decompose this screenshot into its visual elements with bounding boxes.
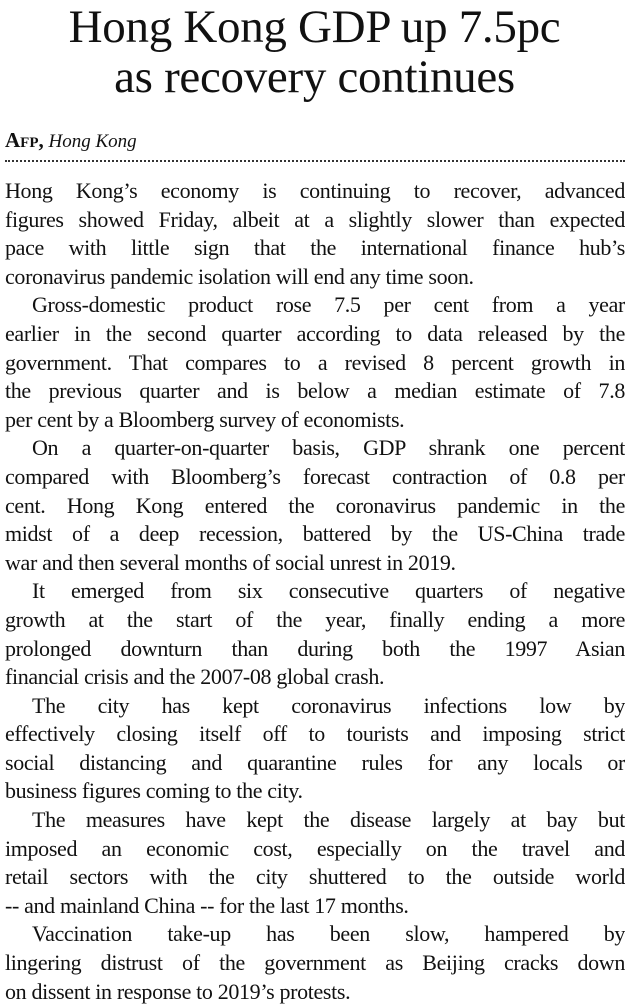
paragraph-line: figures showed Friday, albeit at a sligh… xyxy=(5,206,625,232)
paragraph-line: cent. Hong Kong entered the coronavirus … xyxy=(5,492,625,518)
article-paragraph: Vaccination take-up has been slow, hampe… xyxy=(5,920,625,1006)
paragraph-line: on dissent in response to 2019’s protest… xyxy=(5,978,351,1004)
paragraph-line: Gross-domestic product rose 7.5 per cent… xyxy=(32,292,625,318)
paragraph-line: -- and mainland China -- for the last 17… xyxy=(5,892,409,918)
paragraph-line: Hong Kong’s economy is continuing to rec… xyxy=(5,178,625,203)
paragraph-line: financial crisis and the 2007-08 global … xyxy=(5,664,385,690)
article-paragraph: Hong Kong’s economy is continuing to rec… xyxy=(5,177,625,291)
paragraph-line: On a quarter-on-quarter basis, GDP shran… xyxy=(32,435,625,461)
paragraph-line: prolonged downturn than during both the … xyxy=(5,635,625,661)
paragraph-line: imposed an economic cost, especially on … xyxy=(5,835,625,861)
article-paragraph: The city has kept coronavirus infections… xyxy=(5,692,625,806)
article-paragraph: On a quarter-on-quarter basis, GDP shran… xyxy=(5,434,625,577)
article-body: Hong Kong’s economy is continuing to rec… xyxy=(5,177,625,1006)
paragraph-line: war and then several months of social un… xyxy=(5,549,456,575)
paragraph-line: business figures coming to the city. xyxy=(5,778,303,804)
paragraph-line: compared with Bloomberg’s forecast contr… xyxy=(5,463,625,489)
paragraph-line: government. That compares to a revised 8… xyxy=(5,349,625,375)
paragraph-line: growth at the start of the year, finally… xyxy=(5,606,625,632)
paragraph-line: effectively closing itself off to touris… xyxy=(5,721,625,747)
headline-line: as recovery continues xyxy=(114,51,515,103)
paragraph-line: per cent by a Bloomberg survey of econom… xyxy=(5,406,405,432)
paragraph-line: lingering distrust of the government as … xyxy=(5,950,625,976)
paragraph-line: earlier in the second quarter according … xyxy=(5,320,625,346)
headline: Hong Kong GDP up 7.5pc as recovery conti… xyxy=(0,2,629,102)
paragraph-line: social distancing and quarantine rules f… xyxy=(5,749,625,775)
paragraph-line: the previous quarter and is below a medi… xyxy=(5,378,625,404)
paragraph-line: retail sectors with the city shuttered t… xyxy=(5,864,625,890)
article-paragraph: Gross-domestic product rose 7.5 per cent… xyxy=(5,291,625,434)
byline-agency: Afp, xyxy=(5,128,44,152)
paragraph-line: The city has kept coronavirus infections… xyxy=(32,692,625,718)
article-paragraph: It emerged from six consecutive quarters… xyxy=(5,577,625,691)
article-paragraph: The measures have kept the disease large… xyxy=(5,806,625,920)
byline-location: Hong Kong xyxy=(48,131,137,152)
paragraph-line: coronavirus pandemic isolation will end … xyxy=(5,263,474,289)
paragraph-line: It emerged from six consecutive quarters… xyxy=(32,578,625,604)
paragraph-line: The measures have kept the disease large… xyxy=(32,807,625,833)
paragraph-line: midst of a deep recession, battered by t… xyxy=(5,521,625,547)
headline-line: Hong Kong GDP up 7.5pc xyxy=(68,1,561,53)
paragraph-line: Vaccination take-up has been slow, hampe… xyxy=(32,921,625,947)
byline: Afp, Hong Kong xyxy=(5,128,137,153)
dotted-divider xyxy=(5,160,625,162)
paragraph-line: pace with little sign that the internati… xyxy=(5,235,625,261)
